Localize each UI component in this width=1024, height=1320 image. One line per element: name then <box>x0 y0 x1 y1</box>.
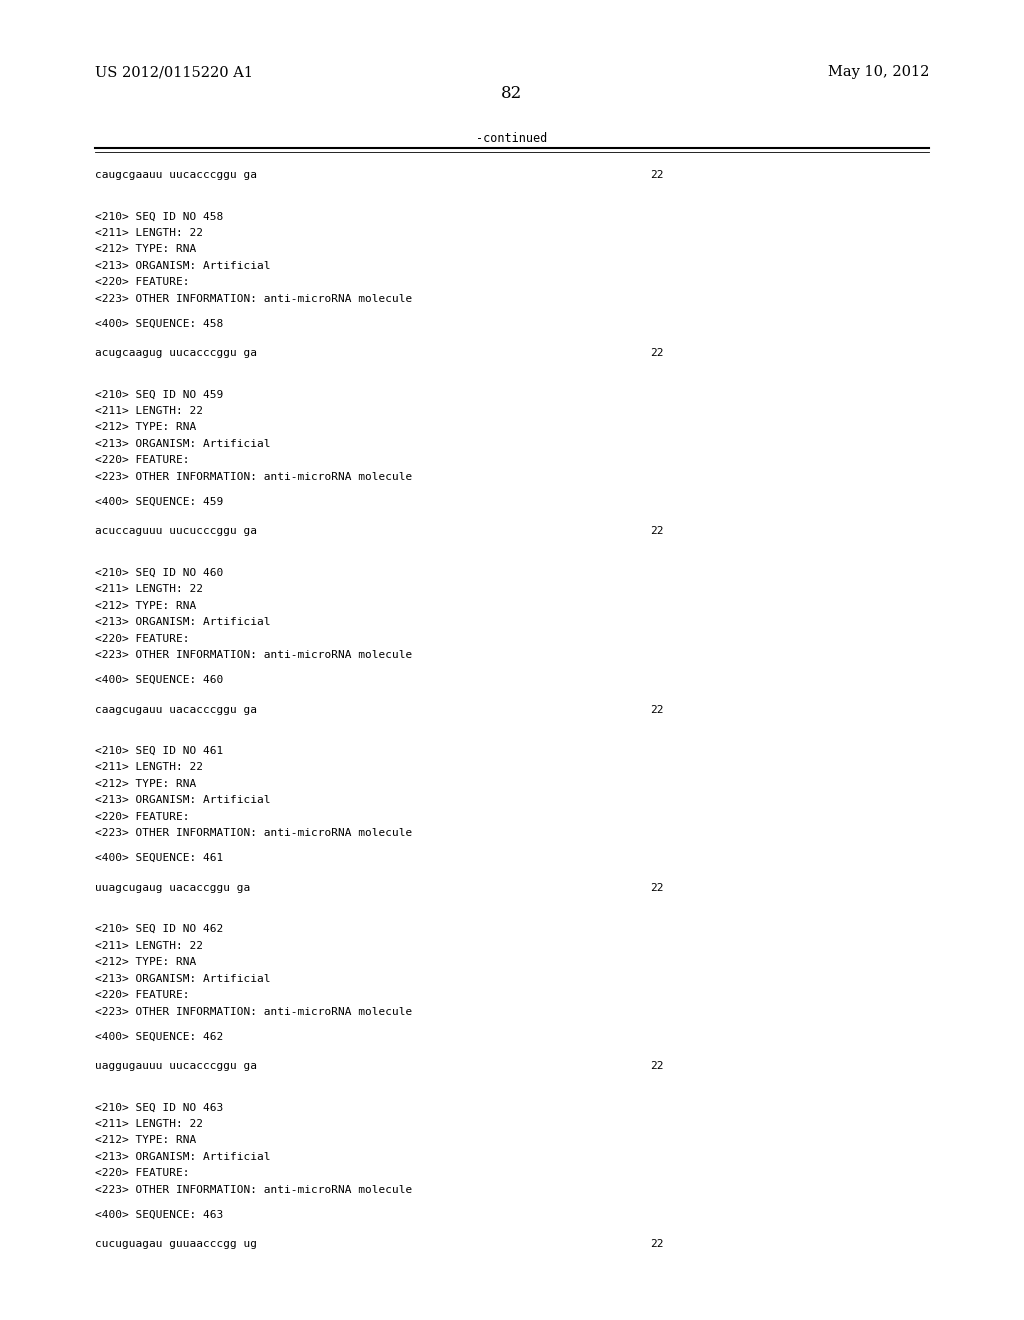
Text: <220> FEATURE:: <220> FEATURE: <box>95 634 189 644</box>
Text: <210> SEQ ID NO 462: <210> SEQ ID NO 462 <box>95 924 223 935</box>
Text: <211> LENGTH: 22: <211> LENGTH: 22 <box>95 407 203 416</box>
Text: caagcugauu uacacccggu ga: caagcugauu uacacccggu ga <box>95 705 257 714</box>
Text: <223> OTHER INFORMATION: anti-microRNA molecule: <223> OTHER INFORMATION: anti-microRNA m… <box>95 829 413 838</box>
Text: <210> SEQ ID NO 459: <210> SEQ ID NO 459 <box>95 389 223 400</box>
Text: uuagcugaug uacaccggu ga: uuagcugaug uacaccggu ga <box>95 883 250 892</box>
Text: caugcgaauu uucacccggu ga: caugcgaauu uucacccggu ga <box>95 170 257 180</box>
Text: 22: 22 <box>650 705 664 714</box>
Text: US 2012/0115220 A1: US 2012/0115220 A1 <box>95 65 253 79</box>
Text: uaggugauuu uucacccggu ga: uaggugauuu uucacccggu ga <box>95 1061 257 1071</box>
Text: 22: 22 <box>650 527 664 536</box>
Text: 22: 22 <box>650 170 664 180</box>
Text: acugcaagug uucacccggu ga: acugcaagug uucacccggu ga <box>95 348 257 358</box>
Text: <210> SEQ ID NO 461: <210> SEQ ID NO 461 <box>95 746 223 756</box>
Text: acuccaguuu uucucccggu ga: acuccaguuu uucucccggu ga <box>95 527 257 536</box>
Text: <211> LENGTH: 22: <211> LENGTH: 22 <box>95 941 203 950</box>
Text: <213> ORGANISM: Artificial: <213> ORGANISM: Artificial <box>95 1152 270 1162</box>
Text: <213> ORGANISM: Artificial: <213> ORGANISM: Artificial <box>95 974 270 983</box>
Text: <213> ORGANISM: Artificial: <213> ORGANISM: Artificial <box>95 440 270 449</box>
Text: <213> ORGANISM: Artificial: <213> ORGANISM: Artificial <box>95 618 270 627</box>
Text: <400> SEQUENCE: 458: <400> SEQUENCE: 458 <box>95 318 223 329</box>
Text: <220> FEATURE:: <220> FEATURE: <box>95 1168 189 1179</box>
Text: <220> FEATURE:: <220> FEATURE: <box>95 277 189 288</box>
Text: <212> TYPE: RNA: <212> TYPE: RNA <box>95 1135 197 1146</box>
Text: <400> SEQUENCE: 460: <400> SEQUENCE: 460 <box>95 675 223 685</box>
Text: <220> FEATURE:: <220> FEATURE: <box>95 812 189 822</box>
Text: <210> SEQ ID NO 463: <210> SEQ ID NO 463 <box>95 1102 223 1113</box>
Text: 82: 82 <box>502 84 522 102</box>
Text: <211> LENGTH: 22: <211> LENGTH: 22 <box>95 763 203 772</box>
Text: <211> LENGTH: 22: <211> LENGTH: 22 <box>95 1119 203 1129</box>
Text: <223> OTHER INFORMATION: anti-microRNA molecule: <223> OTHER INFORMATION: anti-microRNA m… <box>95 651 413 660</box>
Text: <210> SEQ ID NO 458: <210> SEQ ID NO 458 <box>95 211 223 222</box>
Text: <400> SEQUENCE: 463: <400> SEQUENCE: 463 <box>95 1209 223 1220</box>
Text: <213> ORGANISM: Artificial: <213> ORGANISM: Artificial <box>95 261 270 271</box>
Text: <211> LENGTH: 22: <211> LENGTH: 22 <box>95 228 203 238</box>
Text: <211> LENGTH: 22: <211> LENGTH: 22 <box>95 585 203 594</box>
Text: <223> OTHER INFORMATION: anti-microRNA molecule: <223> OTHER INFORMATION: anti-microRNA m… <box>95 294 413 304</box>
Text: -continued: -continued <box>476 132 548 145</box>
Text: 22: 22 <box>650 348 664 358</box>
Text: 22: 22 <box>650 1239 664 1249</box>
Text: <223> OTHER INFORMATION: anti-microRNA molecule: <223> OTHER INFORMATION: anti-microRNA m… <box>95 1007 413 1016</box>
Text: <400> SEQUENCE: 462: <400> SEQUENCE: 462 <box>95 1031 223 1041</box>
Text: <400> SEQUENCE: 459: <400> SEQUENCE: 459 <box>95 496 223 507</box>
Text: <223> OTHER INFORMATION: anti-microRNA molecule: <223> OTHER INFORMATION: anti-microRNA m… <box>95 1185 413 1195</box>
Text: 22: 22 <box>650 883 664 892</box>
Text: <220> FEATURE:: <220> FEATURE: <box>95 455 189 466</box>
Text: <400> SEQUENCE: 461: <400> SEQUENCE: 461 <box>95 853 223 863</box>
Text: <213> ORGANISM: Artificial: <213> ORGANISM: Artificial <box>95 796 270 805</box>
Text: <223> OTHER INFORMATION: anti-microRNA molecule: <223> OTHER INFORMATION: anti-microRNA m… <box>95 473 413 482</box>
Text: <212> TYPE: RNA: <212> TYPE: RNA <box>95 957 197 968</box>
Text: <212> TYPE: RNA: <212> TYPE: RNA <box>95 601 197 611</box>
Text: 22: 22 <box>650 1061 664 1071</box>
Text: <212> TYPE: RNA: <212> TYPE: RNA <box>95 244 197 255</box>
Text: <212> TYPE: RNA: <212> TYPE: RNA <box>95 422 197 433</box>
Text: <212> TYPE: RNA: <212> TYPE: RNA <box>95 779 197 789</box>
Text: <210> SEQ ID NO 460: <210> SEQ ID NO 460 <box>95 568 223 578</box>
Text: <220> FEATURE:: <220> FEATURE: <box>95 990 189 1001</box>
Text: May 10, 2012: May 10, 2012 <box>827 65 929 79</box>
Text: cucuguagau guuaacccgg ug: cucuguagau guuaacccgg ug <box>95 1239 257 1249</box>
